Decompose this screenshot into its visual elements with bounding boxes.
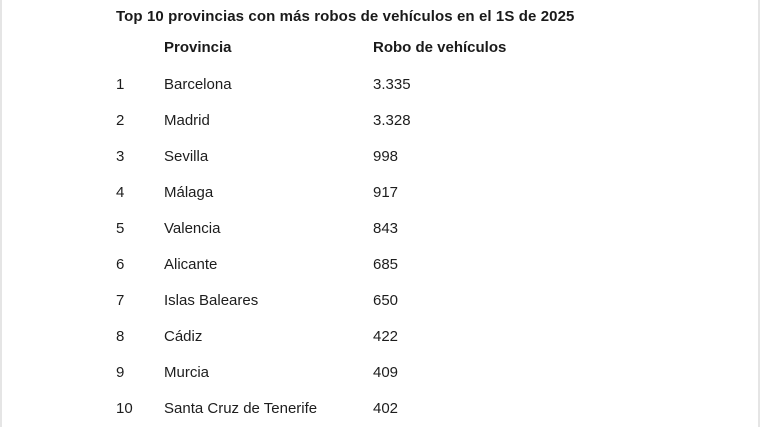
table-row: 4 Málaga 917 <box>116 174 676 210</box>
page-title: Top 10 provincias con más robos de vehíc… <box>116 7 575 25</box>
province-cell: Murcia <box>164 363 210 381</box>
province-cell: Barcelona <box>164 75 232 93</box>
value-cell: 650 <box>373 291 399 309</box>
table-row: 7 Islas Baleares 650 <box>116 282 676 318</box>
rank-cell: 3 <box>116 147 125 165</box>
table-row: 9 Murcia 409 <box>116 354 676 390</box>
province-cell: Málaga <box>164 183 214 201</box>
rank-cell: 1 <box>116 75 125 93</box>
table-row: 1 Barcelona 3.335 <box>116 66 676 102</box>
header-value: Robo de vehículos <box>373 38 507 56</box>
rank-cell: 10 <box>116 399 133 417</box>
rank-cell: 5 <box>116 219 125 237</box>
province-cell: Santa Cruz de Tenerife <box>164 399 318 417</box>
top10-table: Provincia Robo de vehículos 1 Barcelona … <box>116 32 676 426</box>
province-cell: Sevilla <box>164 147 209 165</box>
province-cell: Cádiz <box>164 327 203 345</box>
province-cell: Alicante <box>164 255 218 273</box>
province-cell: Madrid <box>164 111 210 129</box>
rank-cell: 8 <box>116 327 125 345</box>
value-cell: 843 <box>373 219 399 237</box>
table-row: 2 Madrid 3.328 <box>116 102 676 138</box>
rank-cell: 6 <box>116 255 125 273</box>
rank-cell: 4 <box>116 183 125 201</box>
value-cell: 685 <box>373 255 399 273</box>
rank-cell: 2 <box>116 111 125 129</box>
value-cell: 422 <box>373 327 399 345</box>
value-cell: 3.328 <box>373 111 411 129</box>
table-row: 10 Santa Cruz de Tenerife 402 <box>116 390 676 426</box>
rank-cell: 9 <box>116 363 125 381</box>
value-cell: 402 <box>373 399 399 417</box>
value-cell: 917 <box>373 183 399 201</box>
value-cell: 3.335 <box>373 75 411 93</box>
header-province: Provincia <box>164 38 232 56</box>
table-row: 3 Sevilla 998 <box>116 138 676 174</box>
province-cell: Valencia <box>164 219 221 237</box>
value-cell: 998 <box>373 147 399 165</box>
value-cell: 409 <box>373 363 399 381</box>
table-row: 8 Cádiz 422 <box>116 318 676 354</box>
table-row: 5 Valencia 843 <box>116 210 676 246</box>
table-row: 6 Alicante 685 <box>116 246 676 282</box>
rank-cell: 7 <box>116 291 125 309</box>
province-cell: Islas Baleares <box>164 291 259 309</box>
table-header-row: Provincia Robo de vehículos <box>116 32 676 62</box>
